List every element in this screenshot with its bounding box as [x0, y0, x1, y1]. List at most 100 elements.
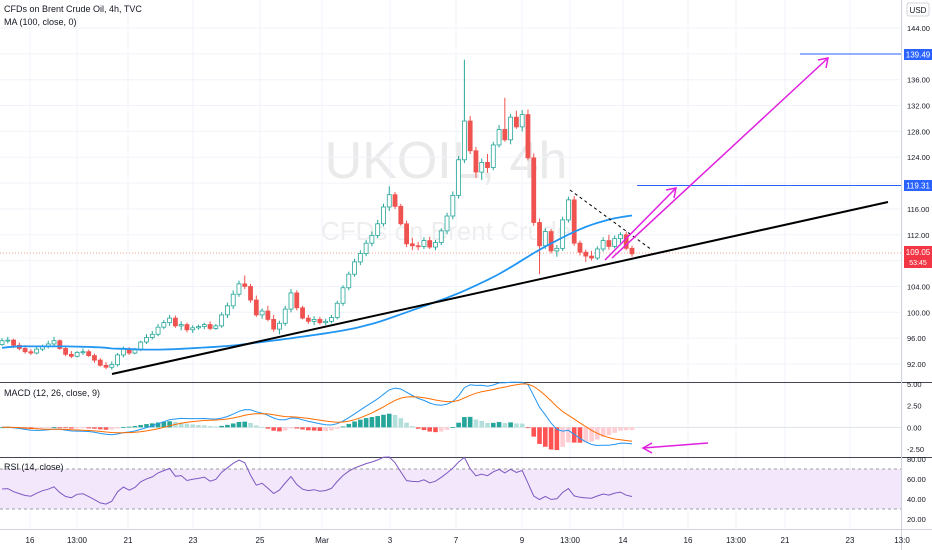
candle-body [600, 240, 606, 250]
macd-histogram-bar [167, 421, 172, 428]
time-tick-label: 25 [256, 536, 265, 545]
candle-body [525, 114, 531, 159]
macd-histogram-bar [294, 427, 300, 429]
candle-body [554, 247, 560, 252]
candle-body [225, 305, 230, 316]
rsi-tick-label: 40.00 [907, 495, 926, 504]
candle-body [583, 251, 589, 257]
candle-body [577, 242, 583, 253]
trendline-resistance[interactable] [569, 189, 653, 251]
candle-body [86, 351, 92, 357]
candle-body [392, 194, 398, 207]
macd-histogram-bar [126, 426, 132, 428]
macd-histogram-bar [242, 421, 248, 428]
macd-histogram-bar [358, 419, 363, 428]
macd-histogram-bar [317, 427, 323, 431]
arrow-macd-signal[interactable] [641, 442, 709, 454]
candle-body [155, 326, 161, 335]
macd-histogram-bar [479, 420, 485, 428]
time-tick-label: 13:0 [894, 536, 910, 545]
candle-body [514, 116, 519, 128]
macd-histogram-bar [421, 427, 427, 431]
macd-histogram-bar [132, 426, 138, 428]
macd-histogram-bar [427, 427, 433, 432]
macd-histogram-bar [456, 422, 461, 428]
time-tick-label: Mar [315, 536, 329, 545]
macd-histogram-bar [623, 427, 629, 431]
ma-legend[interactable]: MA (100, close, 0) [4, 17, 77, 27]
macd-histogram-bar [109, 427, 115, 430]
candle-body [242, 283, 248, 287]
macd-histogram-bar [323, 427, 328, 431]
candles[interactable] [0, 59, 635, 370]
macd-histogram-bar [375, 416, 380, 428]
macd-histogram-bar [612, 427, 617, 433]
candle-body [300, 307, 305, 319]
candle-body [11, 339, 16, 346]
macd-histogram-bar [415, 427, 421, 429]
macd-histogram-bar [277, 427, 282, 432]
candle-body [282, 308, 288, 324]
macd-histogram-bar [184, 423, 190, 428]
macd-histogram-bar [334, 427, 340, 429]
macd-histogram-bar [63, 427, 68, 429]
macd-tick-label: -2.50 [907, 445, 924, 454]
macd-histogram-bar [589, 427, 594, 442]
macd-histogram-bar [178, 422, 184, 428]
price-tick-label: 112.00 [907, 231, 929, 240]
macd-histogram-bar [271, 427, 276, 431]
macd-histogram-bar [236, 421, 242, 428]
macd-histogram-bar [369, 417, 375, 428]
chart-title[interactable]: CFDs on Brent Crude Oil, 4h, TVC [4, 4, 142, 14]
macd-histogram-bar [398, 418, 404, 428]
candle-body [230, 293, 236, 307]
macd-histogram-bar [543, 427, 548, 447]
macd-histogram-bar [282, 427, 288, 431]
candle-body [317, 319, 323, 324]
candle-body [277, 322, 282, 330]
candle-body [415, 245, 421, 248]
time-scale[interactable]: 16 13:00 21 23 25 Mar 3 7 9 13:00 14 16 13:00 21 23 13:… [26, 536, 911, 545]
candle-body [479, 161, 485, 173]
watermark-symbol: UKOIL, 4h [325, 132, 568, 190]
candle-body [502, 129, 508, 141]
macd-histogram-bar [502, 423, 508, 428]
rsi-pane[interactable] [1, 456, 633, 505]
candle-body [103, 364, 109, 368]
macd-histogram-bar [207, 426, 213, 428]
candle-body [542, 231, 548, 247]
macd-histogram-bar [444, 427, 450, 430]
macd-histogram-bar [450, 427, 456, 428]
macd-pane[interactable] [0, 381, 901, 451]
candle-body [144, 337, 149, 343]
price-badge-mid-text: 119.31 [906, 182, 930, 191]
candle-body [68, 353, 74, 357]
macd-histogram-bar [248, 423, 253, 428]
macd-tick-label: 0.00 [907, 423, 922, 432]
arrow-target-high[interactable] [611, 57, 829, 259]
arrow-target-mid[interactable] [604, 187, 677, 261]
candle-body [305, 317, 311, 322]
candle-body [271, 319, 277, 330]
trendline-support[interactable] [111, 201, 889, 375]
candle-body [5, 339, 11, 342]
candle-body [323, 320, 329, 324]
macd-histogram-bar [254, 425, 259, 428]
candle-body [473, 150, 479, 173]
rsi-legend[interactable]: RSI (14, close) [4, 462, 64, 472]
candle-body [167, 317, 173, 324]
macd-histogram-bar [600, 427, 606, 437]
candle-body [450, 194, 456, 217]
candle-body [22, 348, 28, 353]
candle-body [369, 235, 375, 244]
macd-histogram-bar [554, 427, 560, 451]
candle-body [571, 199, 577, 244]
currency-button[interactable] [906, 2, 930, 17]
candle-body [386, 194, 392, 208]
macd-histogram-bar [329, 427, 334, 431]
macd-histogram-bar [352, 421, 357, 428]
candle-body [444, 215, 450, 232]
macd-histogram-bar [265, 427, 271, 429]
macd-legend[interactable]: MACD (12, 26, close, 9) [4, 388, 100, 398]
